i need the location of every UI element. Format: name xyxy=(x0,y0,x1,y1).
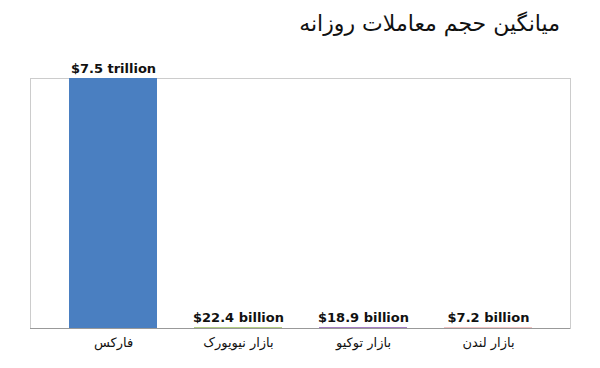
svg-text:$22.4 billion: $22.4 billion xyxy=(193,310,284,325)
svg-text:$18.9 billion: $18.9 billion xyxy=(318,310,409,325)
html-text:میانگین حجم معاملات روزانه: میانگین حجم معاملات روزانه xyxy=(299,11,560,36)
svg-text:بازار نیویورک: بازار نیویورک xyxy=(203,335,273,351)
svg-text:$7.5 trillion: $7.5 trillion xyxy=(71,61,156,76)
svg-text:فارکس: فارکس xyxy=(94,335,133,351)
svg-text:بازار لندن: بازار لندن xyxy=(462,335,514,351)
svg-text:$7.2 billion: $7.2 billion xyxy=(448,310,530,325)
svg-text:بازار توکیو: بازار توکیو xyxy=(335,335,391,351)
